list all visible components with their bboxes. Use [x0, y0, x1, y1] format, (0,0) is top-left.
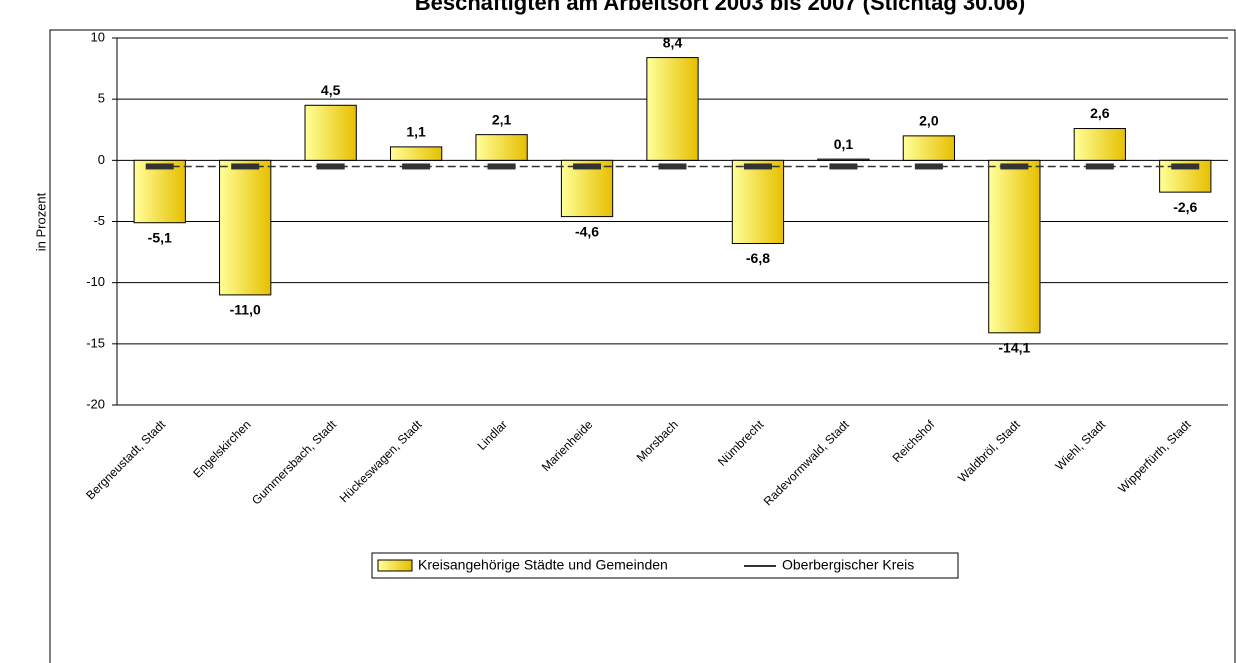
y-axis-label: in Prozent: [33, 192, 48, 251]
y-tick-label: -15: [86, 335, 105, 350]
data-label: 0,1: [834, 136, 854, 152]
line-marker: [145, 163, 174, 170]
data-label: 2,6: [1090, 105, 1110, 121]
x-tick-label: Nümbrecht: [715, 417, 767, 469]
x-tick-label: Engelskirchen: [190, 417, 253, 480]
bar: [560, 159, 614, 218]
bar: [731, 159, 785, 245]
data-label: 8,4: [663, 34, 683, 50]
legend-label: Oberbergischer Kreis: [782, 557, 914, 573]
bar: [475, 134, 528, 161]
line-marker: [658, 163, 687, 170]
x-tick-label: Radevormwald, Stadt: [761, 417, 852, 508]
x-tick-label: Marienheide: [539, 417, 596, 474]
line-marker: [316, 163, 345, 170]
x-tick-label: Lindlar: [475, 417, 510, 452]
y-tick-label: -10: [86, 274, 105, 289]
data-label: 2,0: [919, 113, 939, 129]
bar: [133, 159, 186, 224]
bar: [817, 158, 870, 161]
bar: [389, 146, 443, 161]
line-marker: [914, 163, 943, 170]
y-tick-label: -20: [86, 396, 105, 411]
y-tick-label: -5: [93, 213, 105, 228]
legend-box: [371, 552, 959, 579]
bar: [646, 57, 699, 161]
x-tick-label: Hückeswagen, Stadt: [337, 417, 425, 505]
y-tick-label: 10: [91, 29, 105, 44]
x-tick-label: Morsbach: [634, 417, 681, 464]
line-marker: [743, 163, 772, 170]
data-label: -2,6: [1173, 199, 1197, 215]
bar: [219, 159, 272, 296]
x-tick-label: Reichshof: [890, 417, 938, 465]
data-label: -6,8: [746, 250, 770, 266]
line-marker: [1171, 163, 1200, 170]
legend-label: Kreisangehörige Städte und Gemeinden: [418, 557, 668, 573]
chart-title: Beschäftigten am Arbeitsort 2003 bis 200…: [415, 0, 1026, 15]
bar: [304, 104, 357, 161]
data-label: -5,1: [148, 229, 172, 245]
data-label: 1,1: [406, 124, 426, 140]
data-label: -4,6: [575, 223, 599, 239]
data-label: -14,1: [998, 340, 1030, 356]
bar: [988, 159, 1041, 334]
x-tick-label: Gummersbach, Stadt: [249, 417, 340, 508]
x-tick-label: Wipperfürth, Stadt: [1115, 417, 1194, 496]
y-tick-label: 5: [98, 91, 105, 106]
y-tick-label: 0: [98, 152, 105, 167]
data-label: -11,0: [230, 302, 261, 318]
x-tick-label: Waldbröl, Stadt: [955, 417, 1023, 485]
bar: [902, 135, 956, 161]
x-tick-label: Wiehl, Stadt: [1053, 417, 1109, 473]
line-marker: [402, 163, 431, 170]
line-marker: [487, 163, 516, 170]
bar: [1073, 128, 1126, 161]
line-marker: [1085, 163, 1114, 170]
data-label: 4,5: [321, 82, 341, 98]
legend-swatch: [377, 559, 413, 572]
data-label: 2,1: [492, 111, 512, 127]
line-marker: [1000, 163, 1029, 170]
x-tick-label: Bergneustadt, Stadt: [83, 417, 168, 502]
frame: [49, 29, 1236, 663]
line-marker: [231, 163, 260, 170]
line-marker: [573, 163, 602, 170]
line-marker: [829, 163, 858, 170]
